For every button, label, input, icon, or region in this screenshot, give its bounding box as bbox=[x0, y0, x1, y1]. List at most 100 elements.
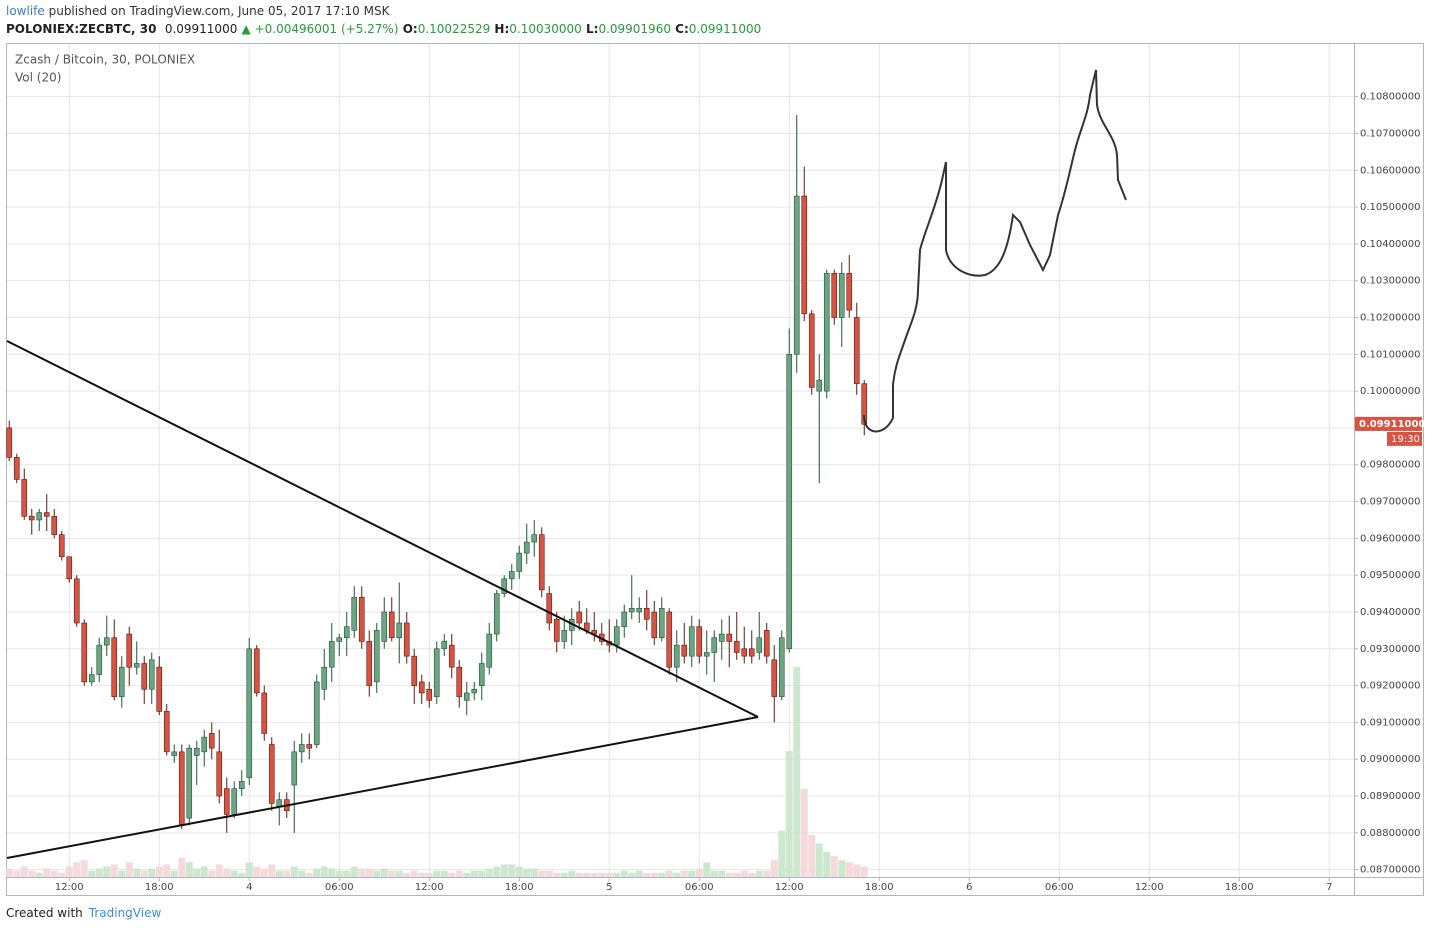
volume-bar bbox=[635, 870, 643, 877]
x-tick-label: 12:00 bbox=[1135, 882, 1164, 893]
y-tick-label: 0.09100000 bbox=[1360, 717, 1420, 728]
candle-body bbox=[808, 313, 815, 388]
freehand-projection bbox=[863, 69, 1127, 433]
candle-body bbox=[628, 607, 635, 613]
candle-body bbox=[178, 751, 185, 826]
x-tick-label: 12:00 bbox=[415, 882, 444, 893]
volume-bar bbox=[418, 872, 426, 877]
volume-bars bbox=[5, 667, 868, 877]
candle-body bbox=[418, 681, 425, 694]
volume-bar bbox=[290, 866, 298, 877]
candle-body bbox=[313, 681, 320, 745]
volume-bar bbox=[560, 872, 568, 877]
brand-link[interactable]: TradingView bbox=[88, 906, 162, 920]
candle-body bbox=[688, 626, 695, 657]
volume-bar bbox=[508, 864, 516, 877]
volume-bar bbox=[643, 872, 651, 877]
candle-body bbox=[456, 666, 463, 697]
low-label: L: bbox=[585, 22, 599, 36]
candle-body bbox=[358, 596, 365, 642]
volume-bar bbox=[583, 872, 591, 877]
volume-bar bbox=[658, 872, 666, 877]
candle-body bbox=[838, 273, 845, 318]
volume-bar bbox=[185, 862, 193, 877]
candle-body bbox=[546, 593, 553, 624]
volume-bar bbox=[718, 870, 726, 877]
symbol-line: POLONIEX:ZECBTC, 30 0.09911000 ▲ +0.0049… bbox=[6, 22, 761, 36]
candle-body bbox=[823, 273, 830, 392]
candle-body bbox=[328, 641, 335, 668]
candle-body bbox=[718, 633, 725, 642]
candle-body bbox=[186, 747, 193, 819]
publish-info: published on TradingView.com, June 05, 2… bbox=[48, 4, 390, 18]
volume-bar bbox=[688, 870, 696, 877]
countdown-label: 19:30 bbox=[1391, 434, 1420, 445]
volume-bar bbox=[530, 868, 538, 877]
candle-body bbox=[778, 637, 785, 697]
x-tick-label: 12:00 bbox=[55, 882, 84, 893]
volume-bar bbox=[823, 851, 831, 877]
y-tick-label: 0.10600000 bbox=[1360, 165, 1420, 176]
y-tick-label: 0.09300000 bbox=[1360, 644, 1420, 655]
candle-body bbox=[733, 641, 740, 653]
volume-bar bbox=[860, 866, 868, 877]
volume-bar bbox=[320, 866, 328, 877]
candle-body bbox=[711, 637, 718, 653]
y-tick-label: 0.10800000 bbox=[1360, 92, 1420, 103]
candle-body bbox=[561, 630, 568, 642]
candle-body bbox=[448, 644, 455, 668]
volume-bar bbox=[613, 872, 621, 877]
volume-bar bbox=[575, 872, 583, 877]
candle-body bbox=[651, 611, 658, 639]
x-tick-label: 06:00 bbox=[325, 882, 354, 893]
close-value: 0.09911000 bbox=[688, 22, 762, 36]
candle-body bbox=[73, 578, 80, 624]
candle-body bbox=[28, 515, 35, 521]
y-tick-label: 0.09200000 bbox=[1360, 681, 1420, 692]
candle-body bbox=[171, 751, 178, 756]
volume-bar bbox=[28, 870, 36, 877]
volume-bar bbox=[485, 868, 493, 877]
volume-bar bbox=[455, 870, 463, 877]
candle-body bbox=[793, 195, 800, 355]
candle-body bbox=[861, 383, 868, 425]
high-value: 0.10030000 bbox=[509, 22, 582, 36]
volume-bar bbox=[65, 866, 73, 877]
candle-body bbox=[336, 637, 343, 642]
candle-body bbox=[846, 273, 853, 311]
candle-body bbox=[6, 427, 13, 458]
candle-body bbox=[756, 637, 763, 653]
volume-bar bbox=[545, 870, 553, 877]
volume-bar bbox=[433, 870, 441, 877]
open-label: O: bbox=[402, 22, 418, 36]
candle-body bbox=[471, 688, 478, 694]
x-tick-label: 5 bbox=[606, 882, 612, 893]
candle-body bbox=[493, 593, 500, 635]
candle-body bbox=[66, 556, 73, 580]
open-value: 0.10022529 bbox=[417, 22, 491, 36]
volume-bar bbox=[170, 870, 178, 877]
candle-body bbox=[726, 633, 733, 642]
volume-bar bbox=[35, 872, 43, 877]
volume-bar bbox=[463, 872, 471, 877]
volume-bar bbox=[358, 868, 366, 877]
candle-body bbox=[36, 512, 43, 521]
candle-body bbox=[201, 736, 208, 753]
countdown-tag bbox=[1387, 431, 1422, 446]
volume-bar bbox=[313, 868, 321, 877]
candle-body bbox=[538, 534, 545, 591]
price-tag-label: 0.09911000 bbox=[1359, 419, 1425, 430]
low-value: 0.09901960 bbox=[598, 22, 671, 36]
username[interactable]: lowlife bbox=[6, 4, 45, 18]
volume-bar bbox=[590, 872, 598, 877]
x-tick-label: 6 bbox=[966, 882, 972, 893]
volume-bar bbox=[763, 870, 771, 877]
volume-bar bbox=[118, 870, 126, 877]
candle-body bbox=[748, 648, 755, 657]
candle-body bbox=[111, 637, 118, 697]
candle-body bbox=[658, 607, 665, 639]
change: ▲ +0.00496001 (+5.27%) bbox=[241, 22, 399, 36]
candle-body bbox=[81, 622, 88, 683]
y-tick-label: 0.10100000 bbox=[1360, 349, 1420, 360]
